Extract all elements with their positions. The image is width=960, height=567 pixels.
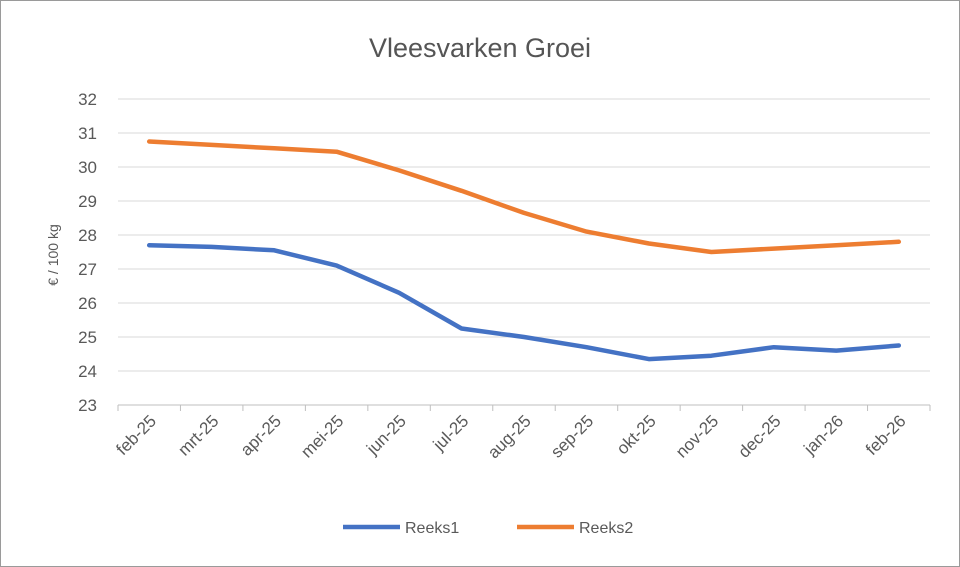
legend-label: Reeks2 (579, 520, 633, 537)
legend: Reeks1 Reeks2 (343, 520, 633, 537)
x-tick-labels: feb-25 mrt-25 apr-25 mei-25 jun-25 jul-25 aug-… (113, 411, 910, 462)
y-tick-label: 29 (78, 192, 97, 211)
y-tick-label: 24 (78, 362, 97, 381)
x-tick-label: jan-26 (800, 411, 848, 459)
x-tick-label: jul-25 (429, 411, 473, 455)
y-tick-label: 32 (78, 90, 97, 109)
x-tick-label: dec-25 (734, 411, 784, 461)
x-tick-label: mrt-25 (174, 411, 222, 459)
y-tick-labels: 23 24 25 26 27 28 29 30 31 32 (78, 90, 97, 415)
y-tick-label: 28 (78, 226, 97, 245)
y-tick-label: 30 (78, 158, 97, 177)
x-tick-label: sep-25 (547, 411, 597, 461)
y-tick-label: 27 (78, 260, 97, 279)
x-tick-label: nov-25 (672, 411, 722, 461)
y-tick-label: 26 (78, 294, 97, 313)
y-tick-label: 23 (78, 396, 97, 415)
series-line-reeks2 (146, 139, 902, 255)
x-tick-label: okt-25 (613, 411, 660, 458)
x-tick-label: feb-25 (113, 411, 161, 459)
gridlines (118, 98, 930, 372)
axes (117, 404, 931, 411)
y-axis-label: € / 100 kg (45, 224, 61, 286)
x-tick-label: apr-25 (237, 411, 285, 459)
y-tick-label: 25 (78, 328, 97, 347)
x-tick-label: feb-26 (862, 411, 910, 459)
y-tick-label: 31 (78, 124, 97, 143)
x-tick-label: jun-25 (362, 411, 410, 459)
x-tick-label: mei-25 (297, 411, 347, 461)
x-tick-label: aug-25 (484, 411, 535, 462)
series-line-reeks1 (146, 242, 902, 362)
series-lines (146, 139, 902, 362)
legend-label: Reeks1 (405, 520, 459, 537)
chart-title: Vleesvarken Groei (369, 33, 591, 63)
